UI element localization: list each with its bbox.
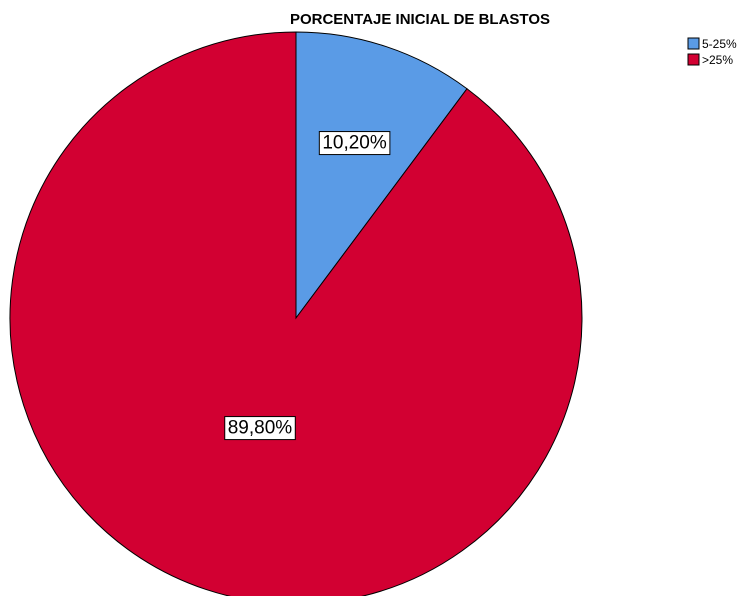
legend-label-1: 5-25%	[702, 37, 737, 51]
legend-swatch-2	[687, 53, 700, 66]
chart-title: PORCENTAJE INICIAL DE BLASTOS	[290, 11, 550, 28]
data-label-box-2	[224, 416, 296, 441]
data-label-2: 89,80%	[224, 416, 296, 441]
pie-slice-1	[295, 31, 468, 320]
data-label-box-1	[318, 131, 391, 156]
pie-slice-2	[9, 31, 583, 596]
legend-swatch-1	[687, 37, 700, 50]
data-label-1: 10,20%	[318, 131, 391, 156]
data-label-text-1: 10,20%	[322, 133, 387, 154]
data-label-text-2: 89,80%	[228, 418, 293, 439]
pie-slices	[9, 31, 583, 596]
legend-label-2: >25%	[702, 53, 733, 67]
legend: 5-25% >25%	[687, 37, 737, 67]
pie-data-labels: 10,20% 89,80%	[224, 131, 391, 441]
